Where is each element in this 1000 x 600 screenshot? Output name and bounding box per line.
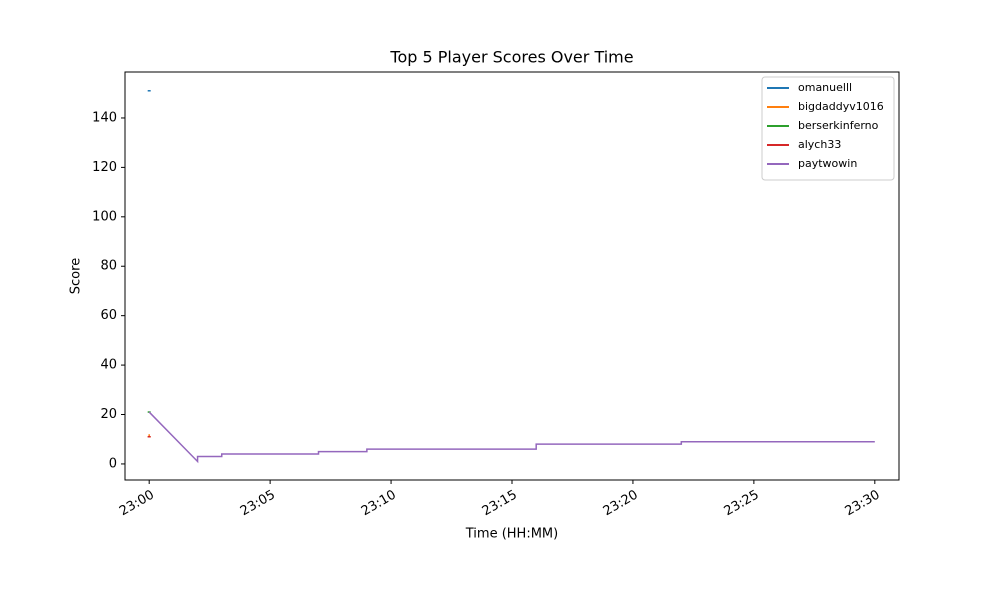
legend-label: bigdaddyv1016 bbox=[798, 100, 884, 113]
y-tick-label: 80 bbox=[100, 259, 117, 274]
y-tick-label: 20 bbox=[100, 407, 117, 422]
x-tick-label: 23:20 bbox=[601, 488, 641, 520]
y-tick-label: 120 bbox=[92, 160, 117, 175]
x-tick-label: 23:30 bbox=[843, 488, 883, 520]
y-tick-label: 40 bbox=[100, 358, 117, 373]
y-axis-label: Score bbox=[69, 258, 84, 294]
legend-label: alych33 bbox=[798, 138, 841, 151]
legend-box bbox=[761, 76, 895, 181]
legend-label: omanuelll bbox=[798, 81, 852, 94]
legend-label: berserkinferno bbox=[798, 119, 879, 132]
y-tick-label: 0 bbox=[109, 456, 117, 471]
plot-frame bbox=[124, 71, 900, 481]
y-tick-label: 100 bbox=[92, 209, 117, 224]
x-tick-label: 23:25 bbox=[722, 488, 762, 520]
y-tick-label: 140 bbox=[92, 110, 117, 125]
x-axis-label: Time (HH:MM) bbox=[465, 527, 558, 542]
x-tick-label: 23:00 bbox=[117, 488, 157, 520]
y-tick-label: 60 bbox=[100, 308, 117, 323]
chart-title: Top 5 Player Scores Over Time bbox=[389, 48, 633, 67]
legend: omanuelll bigdaddyv1016 berserkinferno alyc… bbox=[761, 76, 895, 181]
legend-label: paytwowin bbox=[798, 157, 857, 170]
x-tick-label: 23:15 bbox=[480, 488, 520, 520]
x-tick-label: 23:10 bbox=[359, 488, 399, 520]
series-line bbox=[148, 411, 875, 464]
x-tick-label: 23:05 bbox=[238, 488, 278, 520]
